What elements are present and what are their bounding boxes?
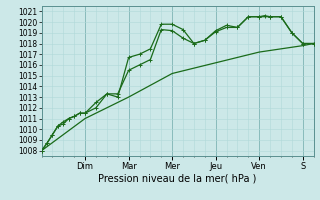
X-axis label: Pression niveau de la mer( hPa ): Pression niveau de la mer( hPa )	[99, 173, 257, 183]
